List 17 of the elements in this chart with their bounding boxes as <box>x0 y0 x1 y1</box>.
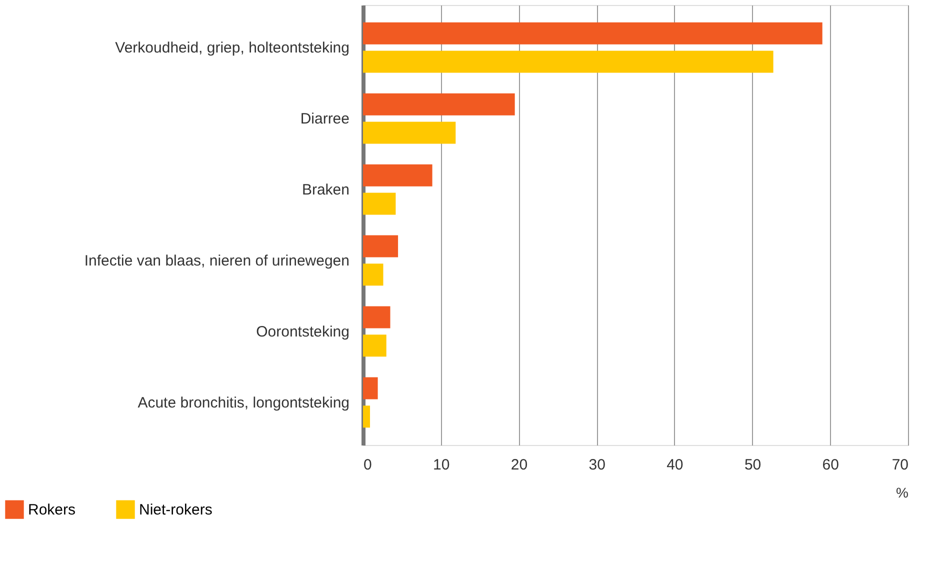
y-tick-label: Acute bronchitis, longontsteking <box>138 394 350 412</box>
x-tick-label: 40 <box>666 456 684 474</box>
x-tick-label: 10 <box>433 456 450 474</box>
x-axis-title: % <box>896 484 908 500</box>
y-tick-label: Oorontsteking <box>256 323 350 340</box>
x-tick-label: 20 <box>510 456 528 474</box>
y-tick-label: Verkoudheid, griep, holteontsteking <box>115 40 350 57</box>
y-tick-label: Diarree <box>300 110 350 128</box>
x-tick-label: 60 <box>822 456 839 474</box>
x-tick-label: 0 <box>364 456 372 474</box>
y-tick-label: Braken <box>302 182 350 199</box>
legend-label: Rokers <box>28 502 76 519</box>
y-tick-label: Infectie van blaas, nieren of urinewegen <box>84 252 350 270</box>
x-tick-label: 30 <box>588 456 606 474</box>
x-tick-label: 70 <box>892 456 908 474</box>
x-tick-label: 50 <box>744 456 762 474</box>
legend-label: Niet-rokers <box>139 502 212 519</box>
